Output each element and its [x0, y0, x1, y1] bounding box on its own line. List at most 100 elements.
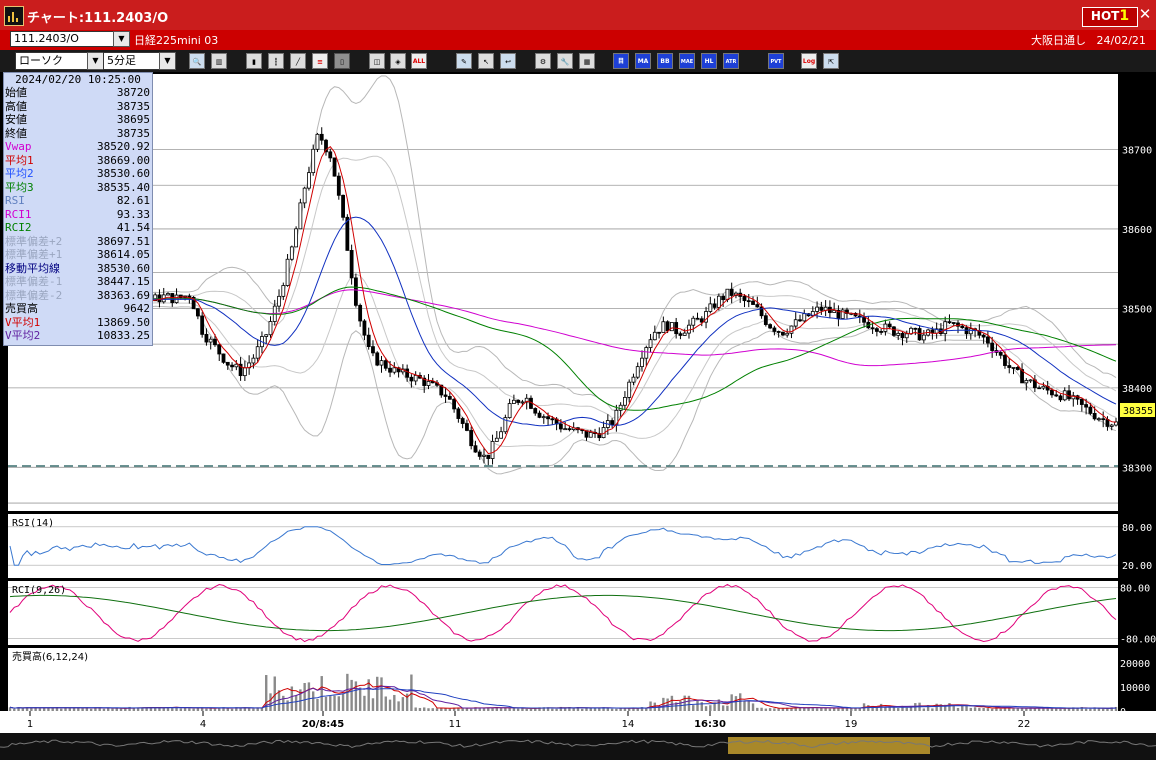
wrench-icon[interactable]: 🔧 [557, 53, 573, 69]
info-row: 標準偏差+1 38614.05 [5, 248, 150, 261]
volume-bar [89, 708, 93, 711]
volume-bar [1042, 707, 1045, 711]
current-price-badge [1120, 403, 1155, 417]
rci2-line [9, 594, 1117, 632]
rci-title: RCI(9,26) [12, 585, 66, 596]
cursor-icon[interactable]: ↖ [478, 53, 494, 69]
atr-indicator-button[interactable]: ATR [723, 53, 739, 69]
candle-body [422, 377, 427, 386]
volume-bar [1110, 707, 1113, 711]
hot-button[interactable]: HOT1 [1082, 7, 1138, 27]
volume-bar [1012, 708, 1015, 711]
volume-bar [713, 702, 716, 711]
rci-panel [8, 581, 1118, 645]
volume-bar [803, 707, 806, 711]
volume-bar [1055, 708, 1058, 711]
rci-tick-label: 80.00 [1120, 583, 1150, 594]
color-palette-icon[interactable]: ▦ [579, 53, 595, 69]
candle-body [255, 346, 260, 359]
volume-bar [858, 708, 861, 711]
zoom-icon[interactable]: 🔍 [189, 53, 205, 69]
volume-bar [785, 707, 789, 711]
overview-scroller[interactable] [0, 733, 1156, 760]
candle-body [1037, 387, 1042, 390]
volume-bar [598, 707, 601, 711]
info-row: RCI1 93.33 [5, 207, 150, 221]
chart-type-select[interactable]: ローソク [15, 52, 90, 70]
candle-body [503, 417, 508, 433]
volume-bar [837, 707, 840, 711]
volume-bar [469, 708, 473, 711]
candle-body [1062, 390, 1067, 401]
timeframe-select[interactable]: 5分足 [103, 52, 162, 70]
volume-bar [756, 707, 759, 711]
time-axis [0, 711, 1156, 733]
pvt-indicator-button[interactable]: PVT [768, 53, 784, 69]
settings-icon[interactable]: ⚙ [535, 53, 551, 69]
price-panel [8, 74, 1118, 511]
candle-body [597, 433, 602, 439]
volume-bar [1063, 707, 1066, 711]
volume-bar [145, 707, 148, 711]
volume-bar [1072, 707, 1075, 711]
split-view-icon[interactable]: ▥ [211, 53, 227, 69]
draw-line-icon[interactable]: ✎ [456, 53, 472, 69]
candle-body [341, 194, 345, 218]
volume-bar [166, 707, 170, 711]
mae-indicator-button[interactable]: MAE [679, 53, 695, 69]
bb-indicator-button[interactable]: BB [657, 53, 673, 69]
scroller-thumb[interactable] [728, 737, 930, 754]
candle-body [870, 327, 875, 330]
info-row: 標準偏差-1 38447.15 [5, 275, 150, 288]
stack-indicator-icon[interactable]: 目 [613, 53, 629, 69]
chart-type-dropdown-icon[interactable]: ▼ [87, 52, 104, 70]
candle-body [208, 338, 213, 343]
ma-indicator-button[interactable]: MA [635, 53, 651, 69]
bar-icon[interactable]: ┇ [268, 53, 284, 69]
volume-bar [1114, 706, 1118, 711]
symbol-bar [0, 30, 1156, 50]
candle-body [153, 294, 158, 302]
volume-bar [183, 707, 187, 711]
candle-body [691, 317, 696, 326]
candle-body [725, 288, 730, 301]
volume-bar [30, 707, 33, 711]
volume-bar [811, 707, 815, 711]
volume-bar [516, 708, 520, 711]
candle-body [366, 334, 371, 348]
candle-body [332, 157, 337, 177]
volume-bar [13, 708, 16, 711]
volume-bar [948, 703, 951, 711]
hl-indicator-button[interactable]: HL [701, 53, 717, 69]
volume-bar [892, 707, 896, 711]
expand-icon[interactable]: ◈ [390, 53, 406, 69]
export-icon[interactable]: ⇱ [823, 53, 839, 69]
price-line-icon[interactable]: ≡ [312, 53, 328, 69]
all-range-icon[interactable]: ALL [411, 53, 427, 69]
candle-body [362, 320, 367, 336]
symbol-input[interactable]: 111.2403/O [10, 31, 115, 47]
rci-tick-label: -80.00 [1120, 635, 1156, 646]
symbol-dropdown-icon[interactable]: ▼ [113, 31, 130, 47]
candle-body [242, 367, 247, 377]
volume-bar [1008, 707, 1011, 711]
info-row: 終値 38735 [5, 126, 150, 140]
volume-bar [38, 708, 42, 711]
eraser-icon[interactable]: ↩ [500, 53, 516, 69]
close-icon[interactable]: ✕ [1138, 5, 1152, 23]
volume-bar [956, 707, 960, 711]
log-scale-button[interactable]: Log [801, 53, 817, 69]
candle-body [213, 338, 217, 346]
candle-body [379, 360, 384, 366]
price-tick-label: 38300 [1122, 463, 1152, 474]
line-icon[interactable]: ╱ [290, 53, 306, 69]
candle-body [563, 428, 568, 431]
candle-icon[interactable]: ▮ [246, 53, 262, 69]
volume-bar [102, 708, 106, 711]
timeframe-dropdown-icon[interactable]: ▼ [159, 52, 176, 70]
volume-bar [1089, 708, 1092, 711]
candle-width-icon[interactable]: ◫ [369, 53, 385, 69]
volume-bar [162, 707, 165, 711]
volume-bar [828, 708, 832, 711]
candle-body [507, 403, 512, 419]
